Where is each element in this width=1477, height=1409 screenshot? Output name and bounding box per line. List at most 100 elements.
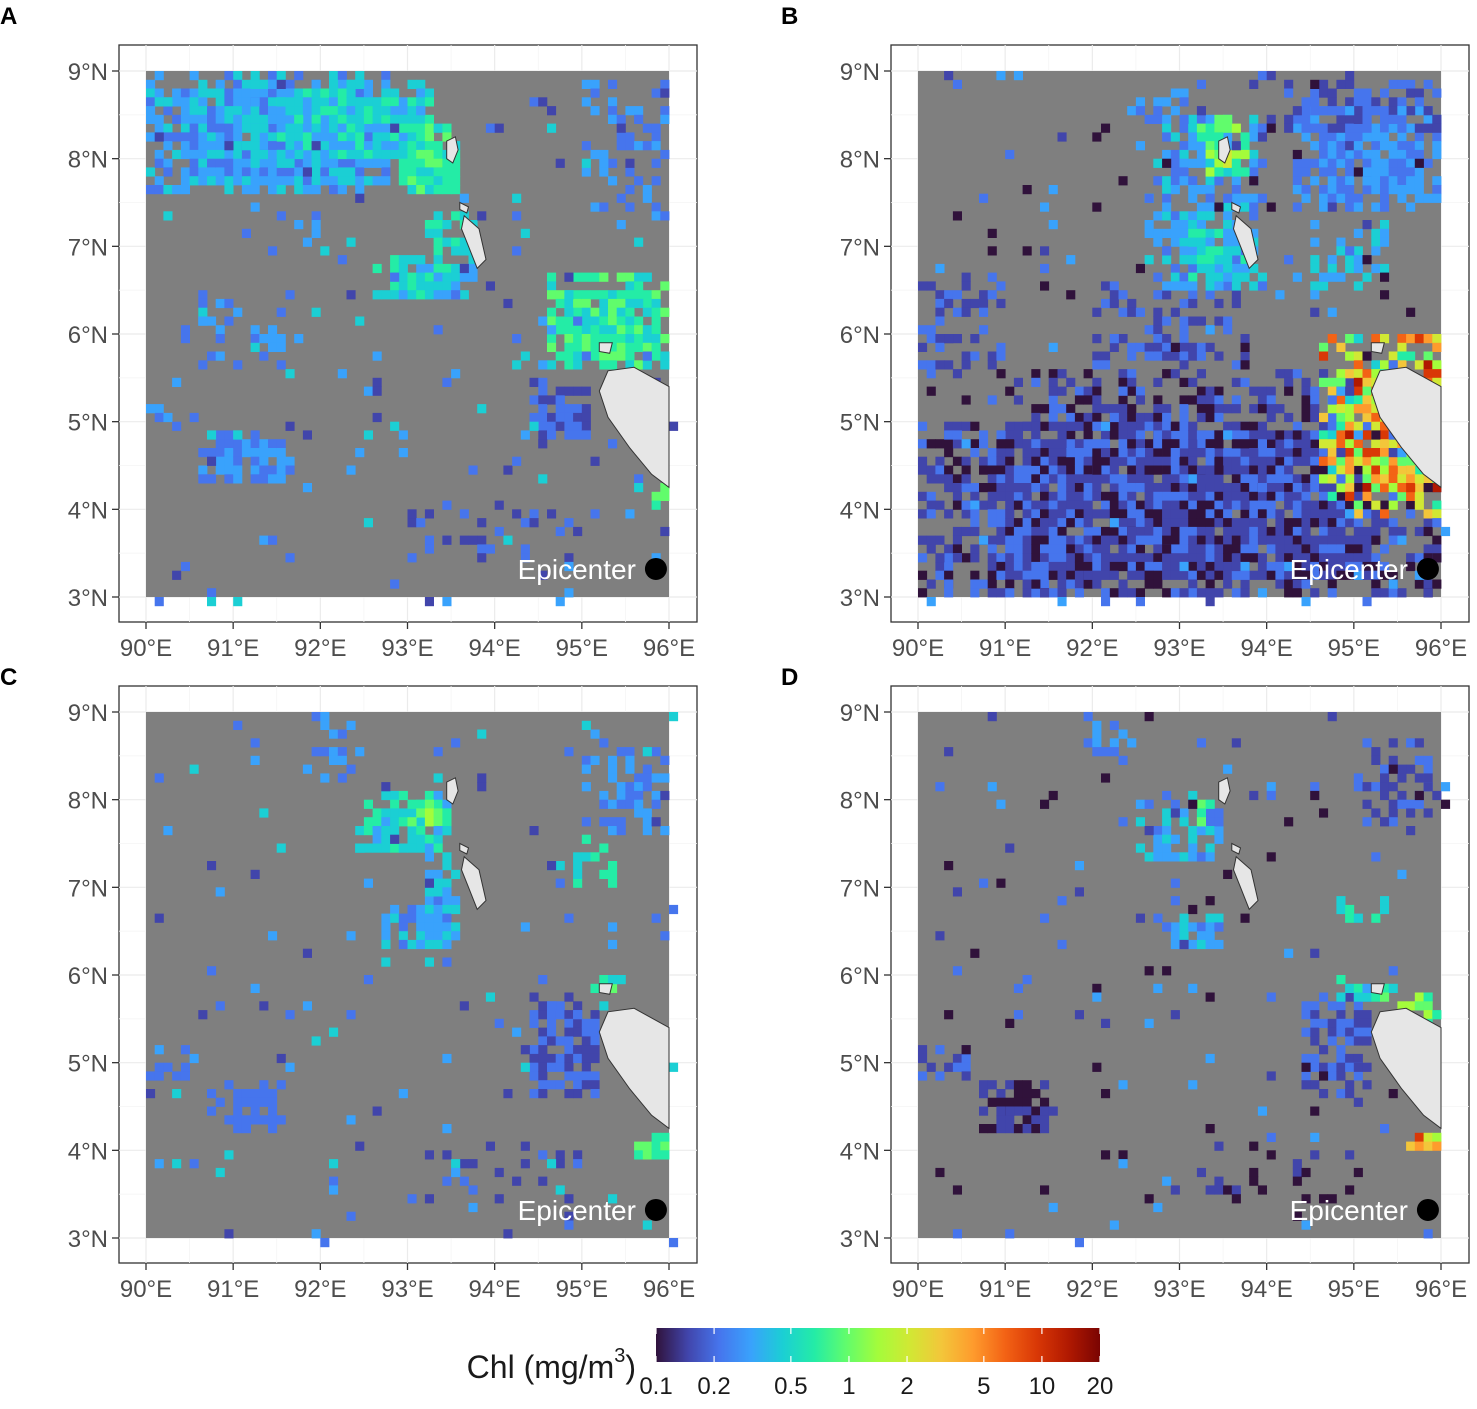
lon-tick-label: 92°E — [294, 1276, 346, 1303]
nicobar-island — [1232, 855, 1259, 911]
lon-tick-label: 90°E — [120, 1276, 172, 1303]
epicenter-label: Epicenter — [1290, 554, 1408, 585]
panel-a: Epicenter 90°E 91°E 92°E 93°E 94°E 95°E 96°E 9°N… — [0, 3, 698, 662]
lon-tick-label: 94°E — [1241, 1276, 1293, 1303]
lon-tick-label: 96°E — [643, 635, 695, 662]
lat-tick-label: 6°N — [68, 322, 108, 349]
lat-tick-label: 3°N — [68, 1226, 108, 1253]
nicobar-island — [446, 777, 459, 805]
lat-tick-label: 4°N — [840, 1138, 880, 1165]
lon-tick-label: 90°E — [892, 1276, 944, 1303]
nicobar-island — [1218, 777, 1231, 805]
nicobar-island — [459, 842, 470, 855]
lat-tick-label: 8°N — [68, 147, 108, 174]
lon-tick-label: 94°E — [469, 635, 521, 662]
land-masses — [1218, 777, 1442, 1130]
lat-tick-label: 7°N — [68, 234, 108, 261]
land-masses — [1218, 136, 1442, 489]
panel-letter: B — [781, 3, 798, 30]
colorbar-tick-label: 0.2 — [697, 1373, 730, 1400]
chlorophyll-cells — [918, 712, 1451, 1248]
lat-tick-label: 5°N — [840, 410, 880, 437]
sumatra-land — [598, 1007, 670, 1130]
colorbar-tick-label: 0.1 — [639, 1373, 672, 1400]
lon-tick-label: 92°E — [1066, 635, 1118, 662]
lat-tick-label: 8°N — [840, 788, 880, 815]
lat-tick-label: 4°N — [68, 1138, 108, 1165]
lat-tick-label: 3°N — [840, 585, 880, 612]
lon-tick-label: 90°E — [120, 635, 172, 662]
lon-tick-label: 93°E — [381, 1276, 433, 1303]
lat-tick-label: 9°N — [840, 59, 880, 86]
lon-tick-label: 95°E — [1328, 635, 1380, 662]
weh-island — [1370, 342, 1385, 354]
nicobar-island — [446, 136, 459, 164]
epicenter-marker — [1416, 557, 1439, 580]
epicenter-label: Epicenter — [1290, 1195, 1408, 1226]
colorbar-tick-label: 10 — [1029, 1373, 1056, 1400]
colorbar-tick-label: 2 — [900, 1373, 913, 1400]
panel-letter: C — [0, 664, 17, 691]
colorbar-tick-label: 20 — [1087, 1373, 1114, 1400]
epicenter-marker — [1416, 1198, 1439, 1221]
panel-letter: A — [0, 3, 17, 30]
sumatra-land — [598, 366, 670, 489]
epicenter-marker — [644, 557, 667, 580]
nicobar-island — [460, 214, 487, 270]
lat-tick-label: 7°N — [840, 234, 880, 261]
lat-tick-label: 4°N — [68, 497, 108, 524]
nicobar-island — [460, 855, 487, 911]
lon-tick-label: 93°E — [1153, 1276, 1205, 1303]
lon-tick-label: 96°E — [643, 1276, 695, 1303]
panel-c: Epicenter 90°E 91°E 92°E 93°E 94°E 95°E 96°E 9°N… — [0, 664, 698, 1303]
colorbar-ticks: 0.1 0.2 0.5 1 2 5 10 20 — [639, 1328, 1113, 1400]
axes: 90°E 91°E 92°E 93°E 94°E 95°E 96°E 9°N 8°N 7°N 6°N… — [840, 59, 1467, 662]
lat-tick-label: 8°N — [68, 788, 108, 815]
lon-tick-label: 90°E — [892, 635, 944, 662]
lat-tick-label: 6°N — [68, 963, 108, 990]
panel-b: Epicenter 90°E 91°E 92°E 93°E 94°E 95°E 96°E 9°N… — [781, 3, 1470, 662]
weh-island — [598, 983, 613, 995]
legend-title: Chl (mg/m3) — [467, 1345, 636, 1385]
axes: 90°E 91°E 92°E 93°E 94°E 95°E 96°E 9°N 8°N 7°N 6°N… — [68, 700, 695, 1303]
lon-tick-label: 96°E — [1415, 635, 1467, 662]
nicobar-island — [1232, 214, 1259, 270]
nicobar-island — [1231, 842, 1242, 855]
lon-tick-label: 91°E — [207, 1276, 259, 1303]
epicenter-label: Epicenter — [518, 554, 636, 585]
lon-tick-label: 95°E — [1328, 1276, 1380, 1303]
lon-tick-label: 93°E — [381, 635, 433, 662]
lon-tick-label: 91°E — [207, 635, 259, 662]
colorbar — [656, 1328, 1100, 1362]
lat-tick-label: 5°N — [840, 1051, 880, 1078]
sumatra-land — [1370, 366, 1442, 489]
lat-tick-label: 5°N — [68, 1051, 108, 1078]
land-masses — [446, 136, 670, 489]
chlorophyll-cells — [146, 712, 679, 1248]
lat-tick-label: 3°N — [840, 1226, 880, 1253]
lon-tick-label: 92°E — [294, 635, 346, 662]
sumatra-land — [1370, 1007, 1442, 1130]
weh-island — [1370, 983, 1385, 995]
lat-tick-label: 4°N — [840, 497, 880, 524]
lat-tick-label: 9°N — [840, 700, 880, 727]
colorbar-tick-label: 1 — [842, 1373, 855, 1400]
colorbar-tick-label: 0.5 — [774, 1373, 807, 1400]
weh-island — [598, 342, 613, 354]
lat-tick-label: 6°N — [840, 963, 880, 990]
lon-tick-label: 91°E — [979, 1276, 1031, 1303]
chlorophyll-cells — [146, 71, 679, 607]
colorbar-tick-label: 5 — [977, 1373, 990, 1400]
nicobar-island — [1231, 201, 1242, 214]
lat-tick-label: 7°N — [68, 875, 108, 902]
land-masses — [446, 777, 670, 1130]
lat-tick-label: 3°N — [68, 585, 108, 612]
panel-d: Epicenter 90°E 91°E 92°E 93°E 94°E 95°E 96°E 9°N… — [781, 664, 1470, 1303]
lat-tick-label: 8°N — [840, 147, 880, 174]
epicenter-marker — [644, 1198, 667, 1221]
lat-tick-label: 7°N — [840, 875, 880, 902]
lon-tick-label: 96°E — [1415, 1276, 1467, 1303]
axes: 90°E 91°E 92°E 93°E 94°E 95°E 96°E 9°N 8°N 7°N 6°N… — [68, 59, 695, 662]
lon-tick-label: 93°E — [1153, 635, 1205, 662]
